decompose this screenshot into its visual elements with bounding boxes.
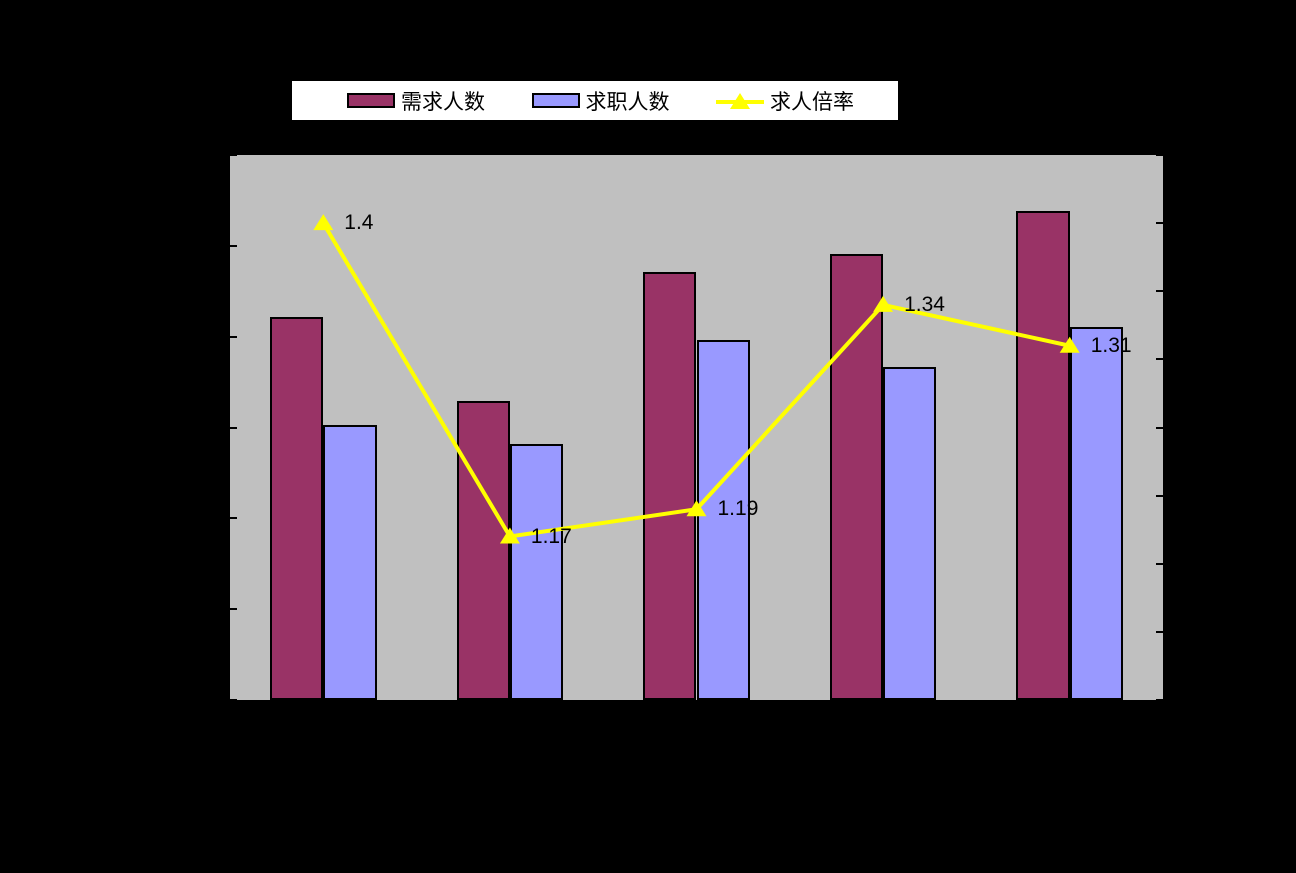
x-axis-tick: [1161, 702, 1163, 709]
bar-seekers-0: [323, 424, 377, 700]
bar-demand-1: [456, 401, 510, 700]
legend-label-ratio: 求人倍率: [770, 90, 854, 114]
right-axis-tick: [1156, 494, 1172, 497]
x-axis-tick: [789, 702, 792, 709]
ratio-line-swatch-icon: [716, 92, 764, 110]
bar-seekers-4: [1069, 326, 1123, 700]
left-axis-tick: [221, 154, 237, 156]
left-axis-tick: [221, 426, 237, 429]
left-axis-tick: [221, 244, 237, 247]
data-label-2: 1.19: [717, 497, 759, 521]
right-axis-tick: [1156, 222, 1172, 225]
demand-series-swatch-icon: [347, 93, 395, 108]
right-axis-tick: [1156, 699, 1172, 701]
ratio-line-layer: [313, 214, 1080, 544]
bar-demand-3: [829, 254, 884, 700]
bar-seekers-2: [696, 340, 750, 700]
data-label-0: 1.4: [344, 211, 374, 235]
left-axis-tick: [221, 517, 237, 520]
left-axis-tick: [221, 608, 237, 611]
bar-demand-2: [643, 272, 697, 700]
plot-area: 1.4 1.17 1.19 1.34 1.31: [221, 153, 1172, 709]
x-axis-tick: [416, 702, 419, 709]
bar-demand-4: [1016, 211, 1070, 700]
legend-item-seekers: 求职人数: [531, 86, 670, 116]
left-axis-tick: [221, 335, 237, 338]
line-marker-triangle-icon-1: [499, 527, 520, 544]
line-marker-triangle-icon-3: [873, 295, 894, 312]
x-axis-tick: [230, 702, 232, 709]
right-axis-tick: [1156, 358, 1172, 361]
right-axis-tick: [1156, 154, 1172, 156]
line-marker-triangle-icon-2: [686, 500, 707, 517]
line-marker-triangle-icon-0: [313, 214, 334, 231]
seekers-series-swatch-icon: [531, 93, 580, 108]
legend-label-seekers: 求职人数: [585, 90, 670, 114]
right-axis-tick: [1156, 630, 1172, 633]
legend: 需求人数 求职人数 求人倍率: [290, 79, 900, 122]
legend-item-ratio: 求人倍率: [716, 86, 854, 116]
bar-seekers-1: [509, 443, 564, 700]
ratio-line: [321, 222, 1071, 539]
left-axis-tick: [221, 699, 237, 701]
data-label-3: 1.34: [904, 292, 945, 316]
bar-seekers-3: [883, 366, 937, 700]
legend-label-demand: 需求人数: [401, 90, 485, 114]
plot-inner: 1.4 1.17 1.19 1.34 1.31: [221, 154, 1172, 709]
data-label-1: 1.17: [530, 524, 572, 548]
line-marker-triangle-icon-4: [1059, 336, 1080, 353]
data-label-4: 1.31: [1090, 333, 1132, 357]
legend-item-demand: 需求人数: [347, 86, 485, 116]
right-axis-tick: [1156, 426, 1172, 429]
x-axis-tick: [603, 702, 606, 709]
right-axis-tick: [1156, 562, 1172, 565]
x-axis-tick: [976, 702, 979, 709]
bar-demand-0: [270, 316, 324, 700]
right-axis-tick: [1156, 290, 1172, 293]
